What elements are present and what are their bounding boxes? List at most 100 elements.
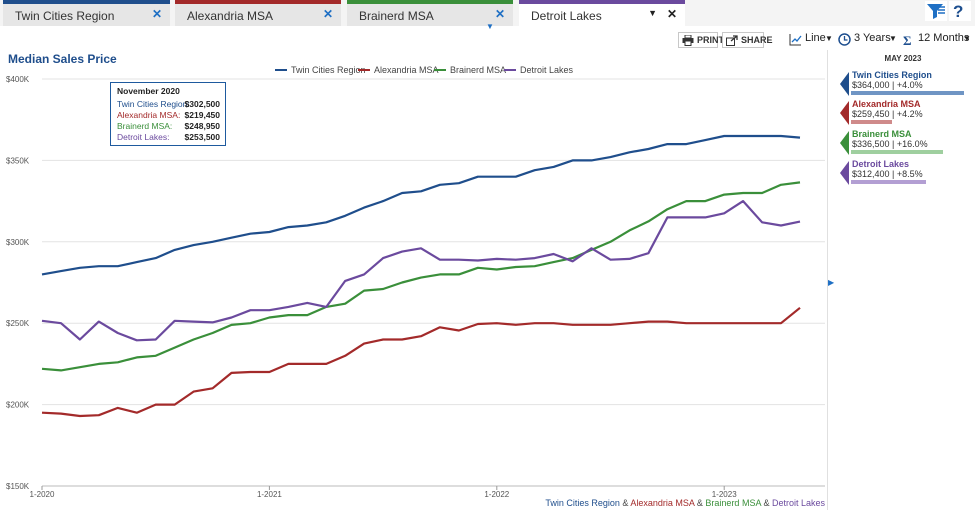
tooltip-row: Alexandria MSA: $219,450 bbox=[117, 110, 220, 120]
close-icon[interactable]: ✕ bbox=[494, 7, 505, 21]
tooltip-label: Brainerd MSA: bbox=[117, 121, 173, 131]
card-value: $336,500 | +16.0% bbox=[852, 139, 928, 149]
legend-swatch bbox=[434, 69, 446, 71]
series-line bbox=[41, 200, 801, 342]
tab-label: Alexandria MSA bbox=[187, 9, 274, 23]
share-icon bbox=[726, 35, 738, 46]
help-icon[interactable]: ? bbox=[949, 1, 971, 21]
period-dropdown[interactable]: Σ 12 Months ▼ bbox=[902, 32, 972, 48]
tab-label: Brainerd MSA bbox=[359, 9, 434, 23]
tab-alexandria-msa[interactable]: Alexandria MSA ✕ bbox=[175, 0, 341, 26]
card-bar bbox=[851, 120, 892, 124]
legend-label: Twin Cities Region bbox=[291, 65, 366, 75]
footer-separator: & bbox=[619, 498, 631, 508]
series-footer: Twin Cities Region & Alexandria MSA & Br… bbox=[545, 498, 825, 508]
chart-type-dropdown[interactable]: Line ▼ bbox=[789, 32, 833, 48]
summary-card-detroit-lakes[interactable]: Detroit Lakes $312,400 | +8.5% bbox=[838, 159, 975, 187]
panel-title: MAY 2023 bbox=[884, 54, 922, 63]
legend-swatch bbox=[504, 69, 516, 71]
tab-label: Detroit Lakes bbox=[531, 9, 602, 23]
tooltip-value: $219,450 bbox=[184, 110, 220, 120]
footer-separator: & bbox=[694, 498, 706, 508]
card-name: Twin Cities Region bbox=[852, 70, 932, 80]
series-line bbox=[41, 306, 801, 418]
tooltip-label: Alexandria MSA: bbox=[117, 110, 181, 120]
card-bar bbox=[851, 150, 943, 154]
footer-separator: & bbox=[760, 498, 772, 508]
legend-label: Brainerd MSA bbox=[450, 65, 507, 75]
chevron-down-icon: ▼ bbox=[825, 34, 833, 43]
footer-series: Brainerd MSA bbox=[705, 498, 761, 508]
series-line bbox=[41, 134, 801, 276]
tooltip-label: Detroit Lakes: bbox=[117, 132, 170, 142]
tab-twin-cities-region[interactable]: Twin Cities Region ✕ bbox=[3, 0, 170, 26]
x-tick-label: 1-2021 bbox=[257, 490, 282, 499]
filter-icon[interactable] bbox=[925, 1, 947, 21]
tab-brainerd-msa[interactable]: Brainerd MSA ✕ bbox=[347, 0, 513, 26]
x-tick-label: 1-2020 bbox=[30, 490, 55, 499]
share-label: SHARE bbox=[741, 35, 773, 45]
card-bar bbox=[851, 91, 964, 95]
chevron-down-icon[interactable]: ▼ bbox=[486, 22, 494, 31]
tooltip-row: Twin Cities Region: $302,500 bbox=[117, 99, 220, 109]
tab-bar: Twin Cities Region ✕ Alexandria MSA ✕ Br… bbox=[0, 0, 975, 31]
summary-card-twin-cities[interactable]: Twin Cities Region $364,000 | +4.0% bbox=[838, 70, 975, 98]
line-chart[interactable]: $150K $200K $250K $300K $350K $400K 1-2020 1-20… bbox=[0, 0, 830, 512]
print-button[interactable]: PRINT bbox=[678, 32, 724, 48]
legend-label: Detroit Lakes bbox=[520, 65, 574, 75]
tooltip-row: Brainerd MSA: $248,950 bbox=[117, 121, 220, 131]
tooltip-value: $302,500 bbox=[184, 99, 220, 109]
card-bar bbox=[851, 180, 926, 184]
footer-series: Alexandria MSA bbox=[630, 498, 695, 508]
card-value: $259,450 | +4.2% bbox=[852, 109, 923, 119]
printer-icon bbox=[682, 35, 694, 46]
chevron-down-icon: ▼ bbox=[889, 34, 897, 43]
card-name: Alexandria MSA bbox=[852, 99, 921, 109]
card-name: Brainerd MSA bbox=[852, 129, 912, 139]
footer-series: Detroit Lakes bbox=[771, 498, 825, 508]
pointer-icon bbox=[840, 72, 849, 96]
footer-series: Twin Cities Region bbox=[545, 498, 620, 508]
share-button[interactable]: SHARE bbox=[722, 32, 773, 48]
tooltip-label: Twin Cities Region: bbox=[117, 99, 190, 109]
panel-divider bbox=[827, 50, 828, 510]
y-tick-label: $250K bbox=[6, 319, 30, 328]
range-value: 3 Years bbox=[854, 32, 891, 44]
print-label: PRINT bbox=[697, 35, 724, 45]
clock-icon bbox=[838, 33, 851, 46]
line-chart-icon bbox=[789, 34, 802, 46]
close-icon[interactable]: ✕ bbox=[151, 7, 162, 21]
pointer-icon bbox=[840, 131, 849, 155]
range-dropdown[interactable]: 3 Years ▼ bbox=[838, 32, 897, 48]
series-line bbox=[41, 181, 801, 372]
chart-title: Median Sales Price bbox=[8, 52, 117, 66]
close-icon[interactable]: ✕ bbox=[666, 7, 677, 21]
x-tick-label: 1-2023 bbox=[712, 490, 737, 499]
tooltip-row: Detroit Lakes: $253,500 bbox=[117, 132, 220, 142]
chart-type-value: Line bbox=[805, 32, 826, 44]
summary-card-alexandria[interactable]: Alexandria MSA $259,450 | +4.2% bbox=[838, 99, 975, 127]
card-value: $364,000 | +4.0% bbox=[852, 80, 923, 90]
legend-label: Alexandria MSA bbox=[374, 65, 439, 75]
chart-tooltip: November 2020 Twin Cities Region: $302,50… bbox=[110, 82, 226, 146]
pointer-icon bbox=[840, 161, 849, 185]
tab-label: Twin Cities Region bbox=[15, 9, 115, 23]
close-icon[interactable]: ✕ bbox=[322, 7, 333, 21]
pointer-icon bbox=[840, 101, 849, 125]
chevron-down-icon[interactable]: ▼ bbox=[648, 8, 657, 18]
sigma-icon: Σ bbox=[903, 33, 912, 46]
legend-swatch bbox=[275, 69, 287, 71]
tooltip-value: $248,950 bbox=[184, 121, 220, 131]
period-value: 12 Months bbox=[918, 32, 970, 44]
chevron-right-icon[interactable]: ▶ bbox=[828, 278, 835, 287]
x-tick-label: 1-2022 bbox=[484, 490, 509, 499]
y-tick-label: $200K bbox=[6, 401, 30, 410]
y-tick-label: $300K bbox=[6, 238, 30, 247]
summary-card-brainerd[interactable]: Brainerd MSA $336,500 | +16.0% bbox=[838, 129, 975, 157]
svg-text:?: ? bbox=[953, 2, 963, 21]
svg-text:Σ: Σ bbox=[903, 33, 912, 46]
y-tick-label: $350K bbox=[6, 156, 30, 165]
card-name: Detroit Lakes bbox=[852, 159, 910, 169]
y-tick-label: $400K bbox=[6, 75, 30, 84]
tab-detroit-lakes[interactable]: Detroit Lakes ▼ ✕ bbox=[519, 0, 685, 26]
